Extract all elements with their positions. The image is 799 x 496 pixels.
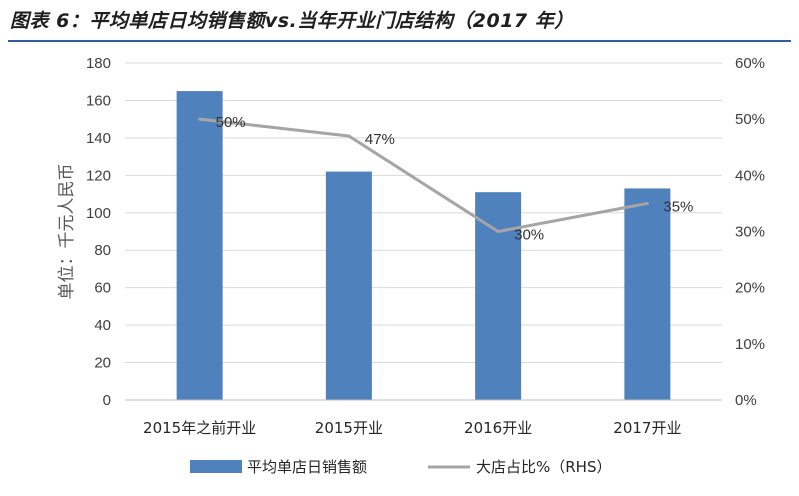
y-left-tick-label: 100 bbox=[86, 205, 111, 222]
y-left-tick-label: 180 bbox=[86, 55, 111, 72]
y-right-tick-label: 40% bbox=[735, 167, 765, 184]
line-point bbox=[198, 117, 202, 121]
line-point bbox=[645, 201, 649, 205]
y-left-tick-label: 20 bbox=[94, 355, 111, 372]
figure-title: 图表 6：平均单店日均销售额vs.当年开业门店结构（2017 年） bbox=[10, 10, 574, 32]
y-left-tick-label: 80 bbox=[94, 242, 111, 259]
bar bbox=[475, 192, 522, 400]
y-right-tick-label: 0% bbox=[735, 392, 757, 409]
y-right-tick-label: 30% bbox=[735, 224, 765, 241]
y-right-tick-label: 60% bbox=[735, 55, 765, 72]
data-label: 30% bbox=[514, 227, 544, 244]
y-left-tick-label: 40 bbox=[94, 317, 111, 334]
x-tick-label: 2016开业 bbox=[464, 419, 532, 437]
y-right-tick-label: 50% bbox=[735, 111, 765, 128]
line-point bbox=[496, 230, 500, 233]
data-label: 50% bbox=[216, 114, 246, 131]
y-left-tick-label: 0 bbox=[103, 392, 111, 409]
y-left-tick-label: 60 bbox=[94, 280, 111, 297]
legend-swatch-bar bbox=[190, 460, 242, 473]
title-divider bbox=[8, 40, 791, 42]
bar bbox=[176, 91, 223, 400]
y-left-tick-label: 120 bbox=[86, 167, 111, 184]
legend-label-bar: 平均单店日销售额 bbox=[247, 458, 367, 476]
data-label: 35% bbox=[663, 198, 693, 215]
y-right-tick-label: 20% bbox=[735, 280, 765, 297]
x-tick-label: 2015年之前开业 bbox=[143, 419, 256, 437]
y-left-tick-label: 140 bbox=[86, 130, 111, 147]
data-label: 47% bbox=[365, 131, 395, 148]
legend-label-line: 大店占比%（RHS） bbox=[476, 458, 611, 476]
y-axis-label: 单位：千元人民币 bbox=[57, 164, 77, 300]
x-tick-label: 2017开业 bbox=[613, 419, 681, 437]
bar bbox=[624, 188, 671, 400]
y-left-tick-label: 160 bbox=[86, 92, 111, 109]
line-point bbox=[347, 134, 351, 138]
line-series bbox=[199, 117, 648, 233]
bar bbox=[325, 171, 372, 400]
x-tick-label: 2015开业 bbox=[315, 419, 383, 437]
y-right-tick-label: 10% bbox=[735, 336, 765, 353]
